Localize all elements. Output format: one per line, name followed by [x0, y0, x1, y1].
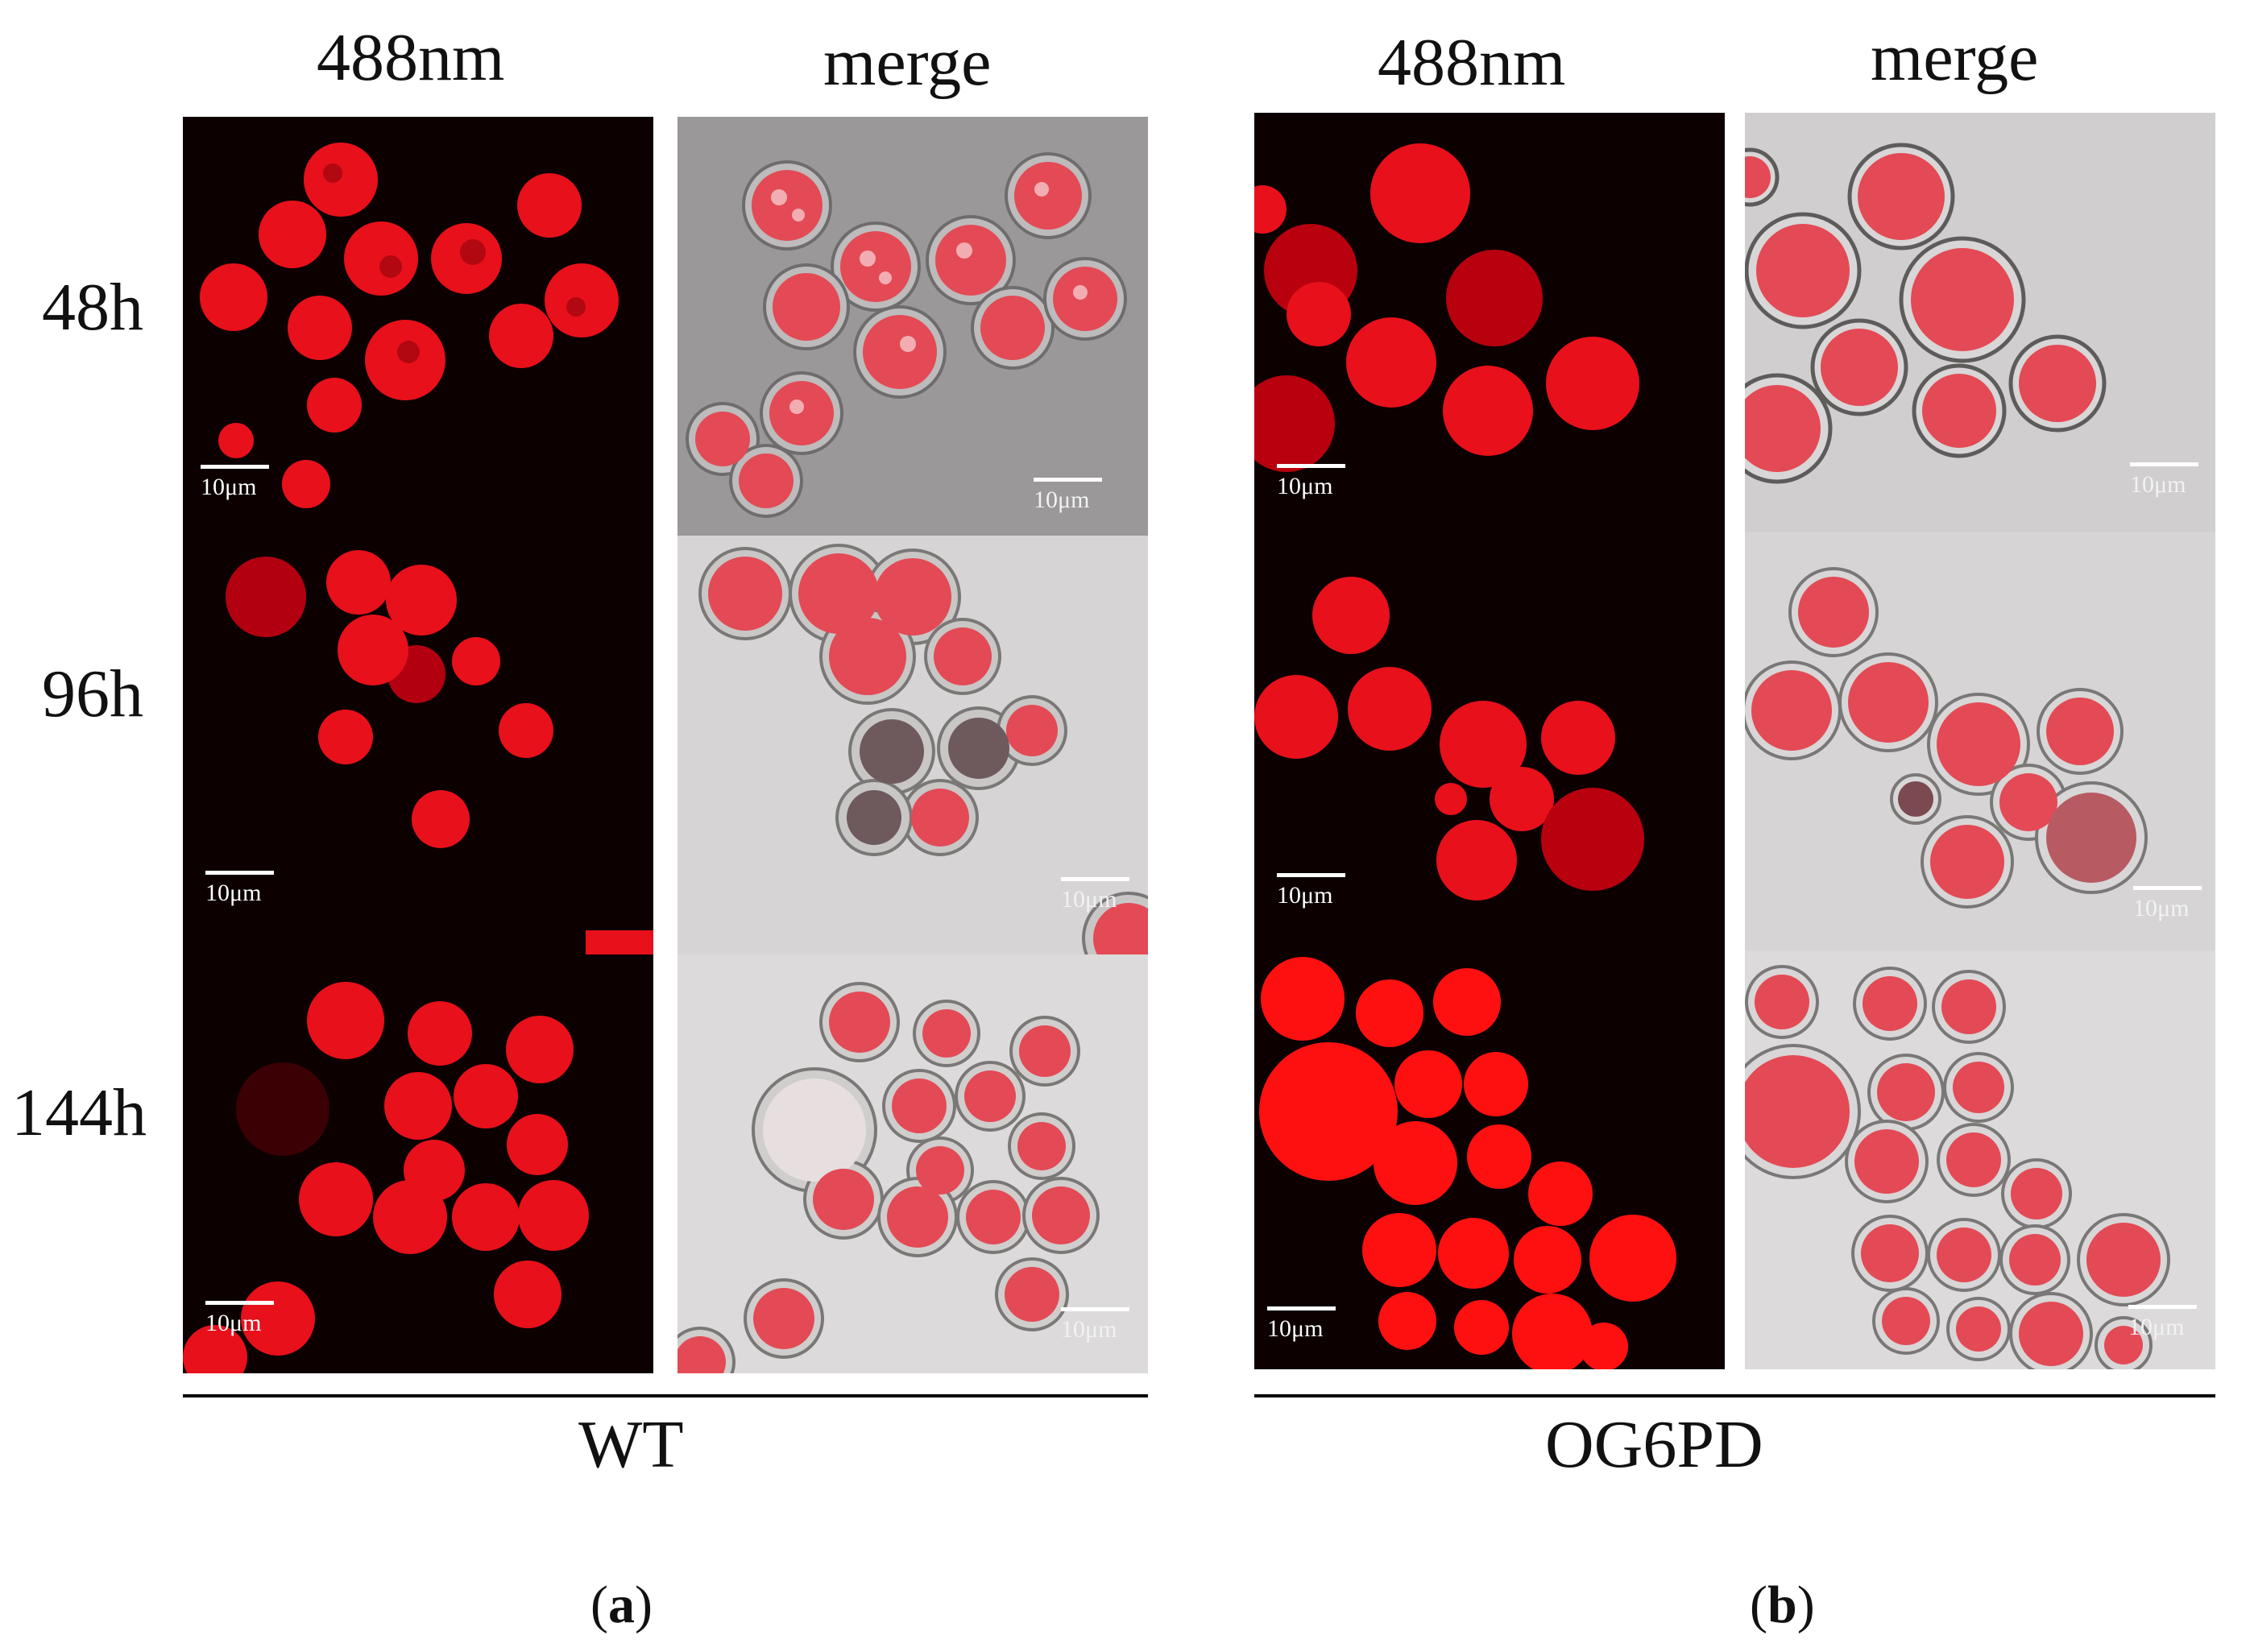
micrograph-wt-96h-merge: 10μm [677, 536, 1148, 954]
panel-label-b: (b) [1750, 1575, 1815, 1634]
scale-bar: 10μm [2128, 1305, 2197, 1339]
group-label-og6pd: OG6PD [1545, 1407, 1763, 1482]
group-underline-wt [183, 1394, 1148, 1397]
micrograph-wt-144h-merge: 10μm [677, 954, 1148, 1373]
micrograph-wt-96h-488nm: 10μm [183, 536, 653, 954]
row-header-48h: 48h [42, 270, 143, 345]
scale-bar: 10μm [205, 871, 274, 905]
micrograph-og6pd-96h-merge: 10μm [1745, 532, 2215, 950]
column-header-wt-488nm: 488nm [317, 20, 505, 95]
column-header-og6pd-merge: merge [1871, 20, 2039, 95]
scale-bar: 10μm [1267, 1306, 1336, 1341]
micrograph-og6pd-96h-488nm: 10μm [1254, 532, 1725, 950]
column-header-og6pd-488nm: 488nm [1378, 25, 1566, 100]
micrograph-og6pd-144h-merge: 10μm [1745, 950, 2215, 1369]
row-header-96h: 96h [42, 656, 143, 731]
micrograph-wt-144h-488nm: 10μm [183, 954, 653, 1373]
scale-bar: 10μm [1034, 478, 1102, 512]
scale-bar: 10μm [1277, 873, 1345, 908]
micrograph-og6pd-48h-merge: 10μm [1745, 113, 2215, 532]
micrograph-og6pd-144h-488nm: 10μm [1254, 950, 1725, 1369]
scale-bar: 10μm [2133, 886, 2202, 921]
row-header-144h: 144h [11, 1075, 147, 1150]
scale-bar: 10μm [1277, 464, 1345, 499]
column-header-wt-merge: merge [823, 25, 992, 100]
scale-bar: 10μm [205, 1301, 274, 1335]
scale-bar: 10μm [1061, 1307, 1129, 1342]
micrograph-wt-48h-488nm: 10μm [183, 117, 653, 536]
group-label-wt: WT [578, 1407, 684, 1482]
group-underline-og6pd [1254, 1394, 2215, 1397]
panel-label-a: (a) [590, 1575, 653, 1634]
micrograph-og6pd-48h-488nm: 10μm [1254, 113, 1725, 532]
scale-bar: 10μm [2130, 462, 2198, 497]
scale-bar: 10μm [201, 465, 269, 499]
micrograph-wt-48h-merge: 10μm [677, 117, 1148, 536]
scale-bar: 10μm [1061, 877, 1129, 912]
